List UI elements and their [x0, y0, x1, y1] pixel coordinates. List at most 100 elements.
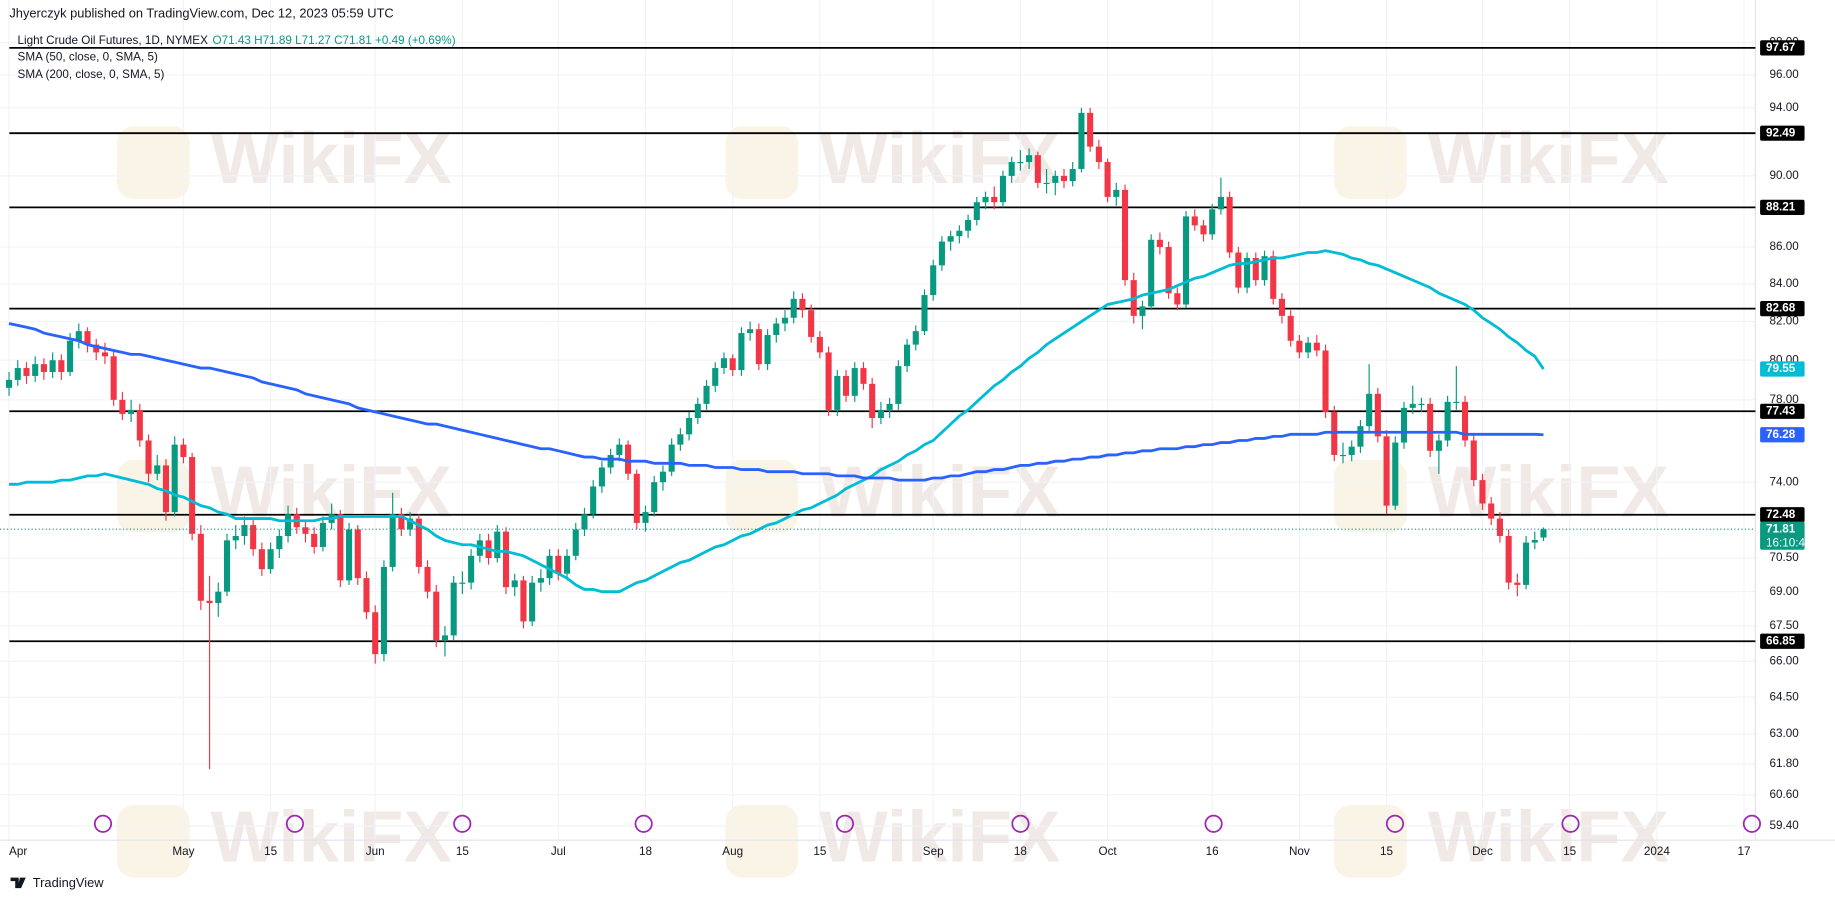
candle-body: [319, 522, 326, 547]
candle-body: [1523, 542, 1530, 585]
candle-body: [206, 600, 213, 604]
candle-body: [930, 265, 937, 296]
candle-body: [389, 514, 396, 567]
sma-label: 76.28: [1766, 428, 1796, 441]
candle-body: [171, 444, 178, 513]
event-icon[interactable]: [1204, 814, 1223, 833]
candle-body: [1366, 393, 1373, 427]
candle-body: [241, 525, 248, 536]
symbol-name: Light Crude Oil Futures, 1D, NYMEX: [18, 34, 209, 47]
candle-body: [1183, 216, 1190, 305]
candle-body: [1008, 162, 1015, 176]
candle-body: [1287, 315, 1294, 341]
watermark-logo: [1334, 126, 1407, 199]
level-label-bg: [1760, 40, 1805, 56]
watermark-logo: [725, 805, 799, 878]
candle-body: [738, 333, 745, 371]
candle-body: [1078, 112, 1085, 169]
candle-body: [136, 409, 143, 441]
level-label-bg: [1760, 633, 1805, 649]
candle-body: [1383, 436, 1390, 506]
candle-body: [284, 514, 292, 536]
candle-body: [1313, 342, 1320, 351]
event-icon[interactable]: [634, 814, 653, 833]
x-tick-label: Sep: [923, 845, 944, 858]
y-tick-label: 84.00: [1769, 277, 1799, 290]
candle-body: [799, 298, 806, 311]
candle-body: [23, 368, 30, 376]
candle-body: [1191, 216, 1198, 226]
y-tick-label: 70.50: [1769, 551, 1799, 564]
x-tick-label: May: [172, 845, 194, 858]
candle-body: [537, 578, 544, 583]
candle-body: [1322, 350, 1329, 412]
candle-body: [999, 175, 1007, 203]
candle-body: [991, 196, 998, 203]
event-icon[interactable]: [93, 814, 113, 833]
candle-body: [67, 340, 74, 372]
watermark: WikiFX: [819, 118, 1060, 199]
y-tick-label: 90.00: [1769, 169, 1799, 182]
candle-body: [607, 454, 614, 468]
candle-body: [555, 555, 562, 574]
candle-body: [1052, 175, 1059, 183]
level-label-bg: [1760, 199, 1805, 215]
candle-body: [494, 531, 501, 559]
y-tick-label: 60.60: [1769, 788, 1799, 801]
candle-body: [1348, 446, 1355, 455]
candle-body: [1087, 112, 1094, 147]
candle-body: [572, 529, 579, 556]
candle-body: [232, 535, 239, 541]
candle-body: [1261, 256, 1268, 281]
event-icon[interactable]: [1011, 814, 1030, 833]
candle-body: [633, 473, 640, 523]
event-icon[interactable]: [1742, 814, 1761, 833]
y-tick-label: 78.00: [1769, 393, 1799, 406]
candle-body: [938, 241, 945, 266]
event-icon[interactable]: [1385, 814, 1405, 833]
candle-body: [1488, 503, 1495, 519]
y-tick-label: 61.80: [1769, 757, 1799, 770]
candle-body: [258, 549, 265, 570]
candle-body: [1043, 182, 1050, 185]
event-icon[interactable]: [285, 814, 304, 833]
watermark-logo: [725, 126, 799, 199]
candle-body: [354, 529, 361, 579]
candle-body: [433, 591, 440, 641]
candle-body: [424, 566, 431, 592]
candle-body: [32, 364, 39, 376]
candle-body: [311, 533, 318, 547]
candle-body: [1339, 454, 1347, 457]
candle-body: [1514, 582, 1521, 585]
candle-body: [250, 525, 257, 550]
level-label: 88.21: [1766, 200, 1796, 213]
candle-body: [1034, 155, 1041, 183]
x-tick-label: 18: [1014, 845, 1027, 858]
legend-sma200: SMA (200, close, 0, SMA, 5): [18, 68, 165, 81]
candle-body: [520, 580, 527, 622]
candle-body: [712, 368, 719, 386]
candle-body: [459, 582, 466, 584]
price-label: 71.81: [1766, 522, 1796, 535]
event-icon[interactable]: [1561, 814, 1580, 833]
candle-body: [1427, 403, 1434, 451]
y-tick-label: 59.40: [1769, 819, 1799, 832]
candle-body: [1392, 442, 1399, 506]
candle-body: [668, 444, 675, 472]
watermark-logo: [1334, 805, 1407, 878]
event-icon[interactable]: [453, 814, 472, 833]
publisher: Jhyerczyk published on TradingView.com, …: [9, 5, 393, 20]
candle-body: [529, 582, 536, 622]
candle-body: [1540, 529, 1547, 538]
event-icon[interactable]: [835, 814, 855, 833]
candle-body: [720, 358, 728, 369]
candle-body: [982, 196, 989, 203]
candle-body: [119, 399, 126, 414]
candle-body: [128, 409, 135, 414]
candle-body: [276, 535, 283, 550]
candle-body: [1278, 298, 1285, 316]
candle-body: [1217, 196, 1224, 210]
ohlc: O71.43 H71.89 L71.27 C71.81 +0.49 (+0.69…: [213, 34, 456, 47]
candle-body: [441, 635, 449, 641]
candle-body: [825, 352, 832, 410]
